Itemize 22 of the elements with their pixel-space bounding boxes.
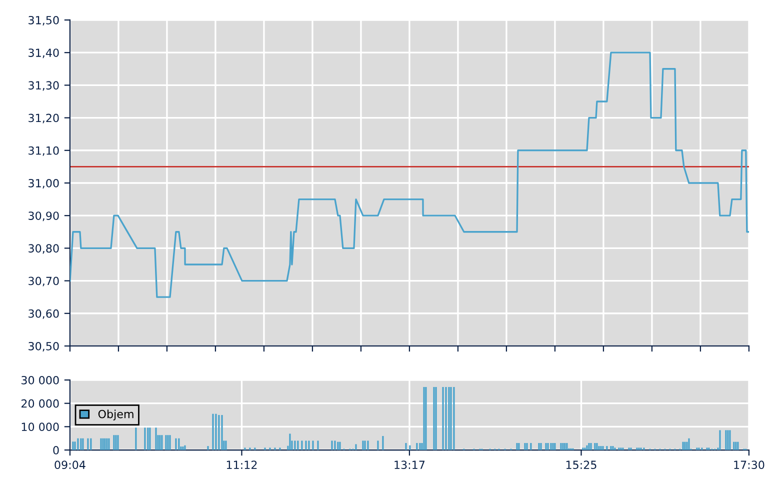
y-tick-label: 0 <box>53 446 59 454</box>
y-tick-label: 31,50 <box>28 16 59 26</box>
y-tick-label: 30,60 <box>28 309 59 319</box>
y-tick-label: 31,00 <box>28 178 59 189</box>
y-tick-label: 30,80 <box>28 244 59 254</box>
y-tick-label: 20 000 <box>21 399 59 408</box>
x-tick-label: 17:30 <box>734 460 764 470</box>
legend-label: Objem <box>98 410 134 420</box>
x-tick-label: 13:17 <box>394 460 425 470</box>
y-tick-label: 31,20 <box>28 114 59 124</box>
x-tick-label: 11:12 <box>226 460 257 469</box>
x-tick-label: 09:04 <box>54 460 86 470</box>
line-series <box>70 52 749 298</box>
y-tick-label: 31,10 <box>28 146 59 156</box>
y-tick-label: 10 000 <box>22 422 59 432</box>
y-tick-label: 30,50 <box>28 342 59 352</box>
y-tick-label: 31,30 <box>28 81 59 91</box>
y-tick-label: 30 000 <box>22 376 59 384</box>
x-tick-label: 15:25 <box>566 460 596 470</box>
y-tick-label: 30,90 <box>28 212 59 222</box>
y-tick-label: 31,40 <box>28 48 59 58</box>
y-tick-label: 30,70 <box>28 276 59 286</box>
